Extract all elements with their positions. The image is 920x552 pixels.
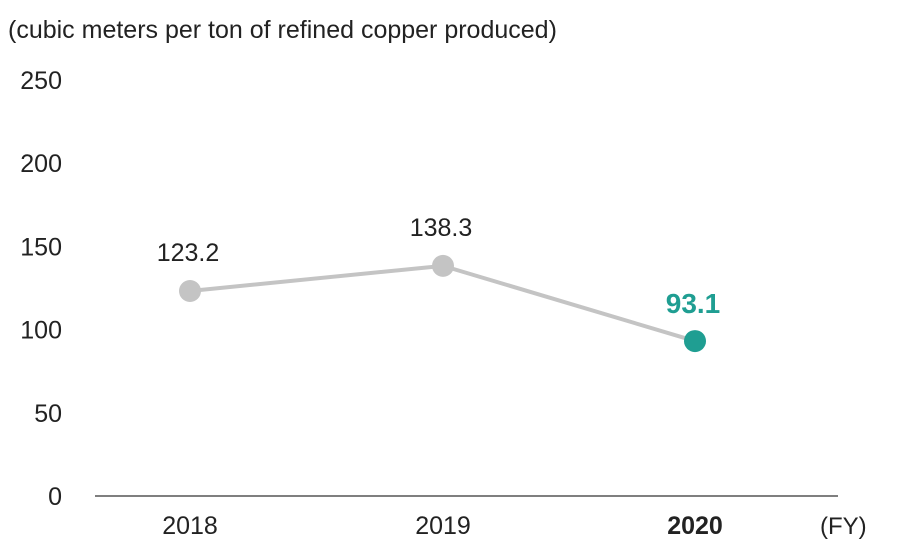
y-tick-label: 150: [20, 233, 62, 261]
x-axis-label: (FY): [820, 513, 867, 540]
y-axis: 0 50 100 150 200 250: [20, 67, 62, 511]
y-tick-label: 200: [20, 150, 62, 178]
data-label: 93.1: [666, 288, 721, 319]
data-label: 123.2: [157, 239, 220, 267]
data-point: [684, 330, 706, 353]
data-label: 138.3: [410, 214, 473, 242]
series-line: [189, 263, 696, 343]
data-point: [179, 279, 201, 302]
x-axis: 2018 2019 2020: [162, 512, 723, 540]
x-tick-label: 2020: [667, 512, 723, 540]
y-tick-label: 50: [34, 400, 62, 428]
x-tick-label: 2018: [162, 512, 218, 540]
y-tick-label: 100: [20, 317, 62, 345]
data-point: [432, 254, 454, 277]
y-tick-label: 0: [48, 483, 62, 511]
series: 123.2 138.3 93.1: [157, 214, 721, 353]
y-tick-label: 250: [20, 67, 62, 95]
unit-label: (cubic meters per ton of refined copper …: [8, 16, 557, 44]
x-tick-label: 2019: [415, 512, 471, 540]
